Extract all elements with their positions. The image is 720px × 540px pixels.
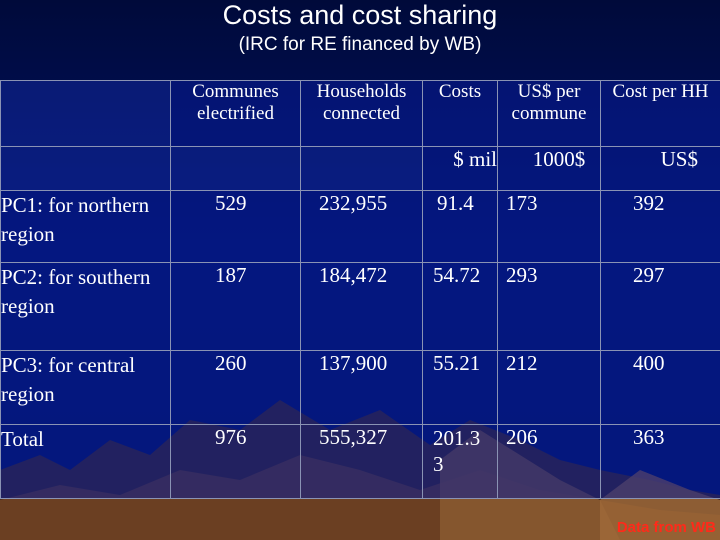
- cell-per-hh: 363: [600, 424, 720, 499]
- cell-per-hh: 392: [600, 190, 720, 263]
- header-households: Households connected: [300, 80, 423, 147]
- cell-costs: 201.3 3: [422, 424, 498, 499]
- row-label: PC1: for northern region: [0, 190, 171, 263]
- unit-per-commune: 1000$: [497, 146, 601, 191]
- header-row: Communes electrified Households connecte…: [0, 80, 720, 147]
- cell-per-commune: 206: [497, 424, 601, 499]
- cell-per-hh: 297: [600, 262, 720, 351]
- cell-households: 184,472: [300, 262, 423, 351]
- cell-costs: 55.21: [422, 350, 498, 425]
- cell-communes: 976: [170, 424, 301, 499]
- cell-households: 232,955: [300, 190, 423, 263]
- cell-per-hh: 400: [600, 350, 720, 425]
- table-row: PC1: for northern region 529 232,955 91.…: [0, 190, 720, 263]
- header-per-hh: Cost per HH: [600, 80, 720, 147]
- unit-blank-cell: [300, 146, 423, 191]
- table-row: PC3: for central region 260 137,900 55.2…: [0, 350, 720, 425]
- unit-blank-cell: [170, 146, 301, 191]
- cell-costs: 54.72: [422, 262, 498, 351]
- unit-row: $ mil 1000$ US$: [0, 146, 720, 191]
- header-communes: Communes electrified: [170, 80, 301, 147]
- cell-per-commune: 212: [497, 350, 601, 425]
- row-label: PC3: for central region: [0, 350, 171, 425]
- cost-table: Communes electrified Households connecte…: [0, 80, 720, 499]
- cell-per-commune: 173: [497, 190, 601, 263]
- cell-communes: 187: [170, 262, 301, 351]
- table-row: PC2: for southern region 187 184,472 54.…: [0, 262, 720, 351]
- slide-title: Costs and cost sharing: [222, 0, 498, 30]
- row-label: PC2: for southern region: [0, 262, 171, 351]
- cell-communes: 260: [170, 350, 301, 425]
- unit-blank-cell: [0, 146, 171, 191]
- cell-communes: 529: [170, 190, 301, 263]
- table-row-total: Total 976 555,327 201.3 3 206 363: [0, 424, 720, 499]
- header-costs: Costs: [422, 80, 498, 147]
- cell-per-commune: 293: [497, 262, 601, 351]
- slide-subtitle: (IRC for RE financed by WB): [238, 34, 482, 55]
- header-corner-cell: [0, 80, 171, 147]
- cell-households: 555,327: [300, 424, 423, 499]
- unit-costs: $ mil: [422, 146, 498, 191]
- cell-costs: 91.4: [422, 190, 498, 263]
- cell-households: 137,900: [300, 350, 423, 425]
- data-source-note: Data from WB: [616, 519, 716, 536]
- header-per-commune: US$ per commune: [497, 80, 601, 147]
- unit-per-hh: US$: [600, 146, 720, 191]
- row-label: Total: [0, 424, 171, 499]
